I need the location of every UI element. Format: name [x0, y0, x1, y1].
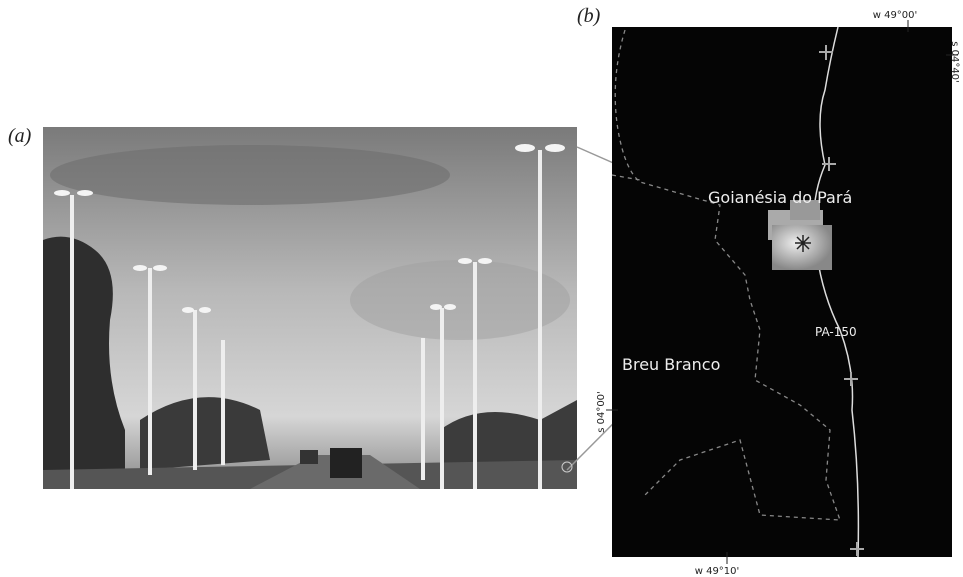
figure: (a) [0, 0, 963, 577]
coord-label: s 04°40' [949, 41, 960, 83]
coord-label: w 49°00' [873, 10, 918, 21]
place-label: Breu Branco [622, 355, 720, 374]
place-label: Goianésia do Pará [708, 188, 852, 207]
panel-label: (b) [577, 5, 601, 27]
panel-label: (a) [8, 125, 32, 147]
road-label: PA-150 [815, 325, 857, 339]
map: Goianésia do Pará Breu Branco PA-150 [606, 20, 958, 564]
coord-label: w 49°10' [695, 566, 740, 577]
photo [43, 127, 577, 489]
coord-label: s 04°00' [596, 391, 607, 433]
